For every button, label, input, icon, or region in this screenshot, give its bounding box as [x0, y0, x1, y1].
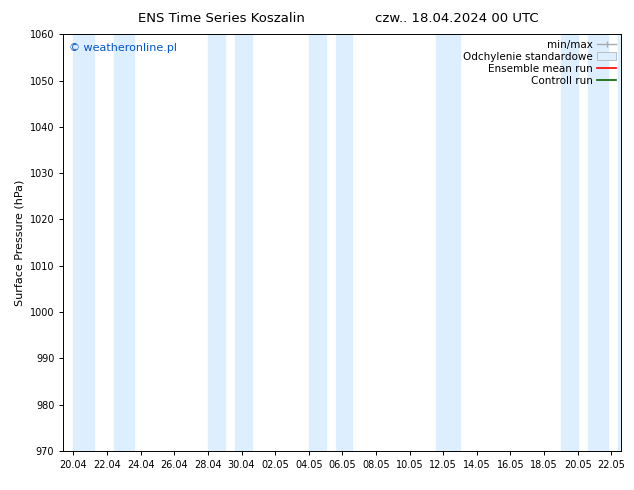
- Text: czw.. 18.04.2024 00 UTC: czw.. 18.04.2024 00 UTC: [375, 12, 538, 25]
- Text: ENS Time Series Koszalin: ENS Time Series Koszalin: [138, 12, 306, 25]
- Bar: [436, 34, 460, 451]
- Bar: [235, 34, 252, 451]
- Legend: min/max, Odchylenie standardowe, Ensemble mean run, Controll run: min/max, Odchylenie standardowe, Ensembl…: [463, 40, 616, 86]
- Bar: [618, 34, 634, 451]
- Y-axis label: Surface Pressure (hPa): Surface Pressure (hPa): [14, 179, 24, 306]
- Text: © weatheronline.pl: © weatheronline.pl: [69, 43, 177, 52]
- Bar: [114, 34, 134, 451]
- Bar: [309, 34, 325, 451]
- Bar: [208, 34, 224, 451]
- Bar: [561, 34, 578, 451]
- Bar: [74, 34, 94, 451]
- Bar: [335, 34, 353, 451]
- Bar: [588, 34, 608, 451]
